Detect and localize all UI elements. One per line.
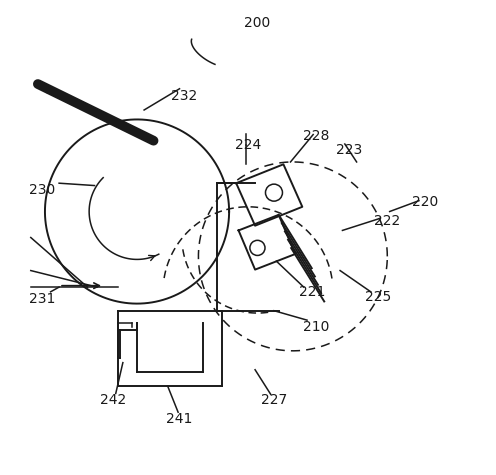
Text: 230: 230	[29, 183, 56, 197]
Text: 232: 232	[171, 89, 197, 103]
Text: 231: 231	[29, 292, 56, 306]
Text: 221: 221	[299, 285, 325, 299]
Text: 242: 242	[100, 393, 126, 408]
Text: 200: 200	[245, 16, 271, 29]
Text: 228: 228	[303, 129, 330, 143]
Text: 241: 241	[166, 412, 193, 426]
Text: 225: 225	[365, 290, 391, 304]
Text: 220: 220	[412, 195, 438, 209]
Text: 224: 224	[235, 138, 261, 152]
Text: 223: 223	[336, 143, 363, 157]
Text: 210: 210	[303, 320, 330, 334]
Text: 227: 227	[261, 393, 287, 408]
Text: 222: 222	[374, 214, 400, 228]
